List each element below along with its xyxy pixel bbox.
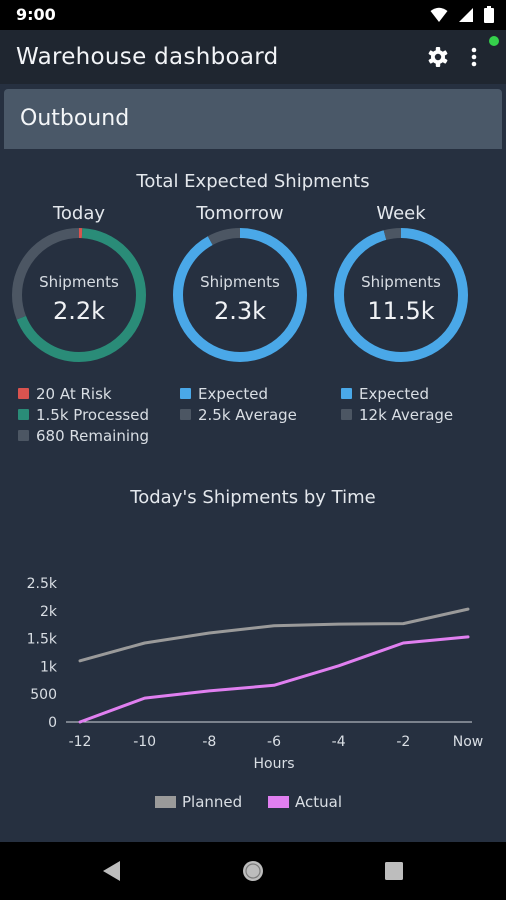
y-tick-label: 1k xyxy=(40,659,58,675)
donut-value: 2.3k xyxy=(213,297,267,325)
legend-swatch xyxy=(180,409,191,420)
donut-period-label: Tomorrow xyxy=(196,203,284,224)
wifi-icon xyxy=(430,7,448,22)
shipments-by-time-title: Today's Shipments by Time xyxy=(130,487,376,508)
x-axis-label: Hours xyxy=(253,756,294,772)
donut-period-label: Week xyxy=(376,203,426,224)
app-bar: Warehouse dashboard xyxy=(0,30,506,84)
x-tick-label: -6 xyxy=(267,734,281,750)
donut-period-label: Today xyxy=(52,203,106,224)
legend-today: 20 At Risk 1.5k Processed 680 Remaining xyxy=(18,383,149,446)
x-tick-label: -10 xyxy=(133,734,156,750)
x-tick-label: -2 xyxy=(396,734,410,750)
legend-swatch xyxy=(341,388,352,399)
outbound-card-header[interactable]: Outbound xyxy=(4,89,502,149)
dashboard-content: Outbound Total Expected Shipments Today … xyxy=(0,84,506,842)
donut-ring-tomorrow xyxy=(173,228,307,362)
legend-swatch xyxy=(268,796,289,808)
legend-item: Expected xyxy=(180,383,297,404)
legend-text: 2.5k Average xyxy=(198,405,297,424)
donut-segment xyxy=(12,228,146,362)
legend-week: Expected 12k Average xyxy=(341,383,453,425)
series-line-actual xyxy=(78,635,470,724)
legend-item: 2.5k Average xyxy=(180,404,297,425)
status-icons xyxy=(430,6,494,23)
notification-dot xyxy=(489,36,499,46)
legend-text: 680 Remaining xyxy=(36,426,150,445)
outbound-title: Outbound xyxy=(20,106,130,131)
donut-segment xyxy=(334,228,468,362)
legend-text: 12k Average xyxy=(359,405,454,424)
donut-segment xyxy=(173,228,307,362)
donut-value: 2.2k xyxy=(52,297,106,325)
x-tick-label: -12 xyxy=(69,734,92,750)
y-tick-label: 1.5k xyxy=(27,632,58,648)
legend-text: Expected xyxy=(359,384,429,403)
legend-text: 20 At Risk xyxy=(36,384,112,403)
status-time: 9:00 xyxy=(16,5,56,24)
y-tick-label: 0 xyxy=(48,715,57,731)
legend-item: 680 Remaining xyxy=(18,425,149,446)
donut-value: 11.5k xyxy=(367,297,435,325)
donut-segment xyxy=(173,228,307,362)
legend-tomorrow: Expected 2.5k Average xyxy=(180,383,297,425)
donut-segment xyxy=(12,228,146,362)
settings-gear-icon[interactable] xyxy=(424,43,452,71)
shipments-line-chart: 0 500 1k 1.5k 2k 2.5k -12 -10 -8 -6 -4 -2 Now Hours Pl… xyxy=(27,576,484,811)
y-tick-label: 500 xyxy=(30,687,57,703)
legend-text: Expected xyxy=(198,384,268,403)
legend-text: 1.5k Processed xyxy=(36,405,149,424)
legend-label: Planned xyxy=(182,793,242,811)
legend-swatch xyxy=(18,430,29,441)
donut-inner-label: Shipments xyxy=(361,273,441,291)
navigation-bar xyxy=(0,842,506,900)
more-options-icon[interactable] xyxy=(462,43,486,71)
donut-inner-label: Shipments xyxy=(39,273,119,291)
home-icon[interactable] xyxy=(241,859,265,883)
legend-item: 1.5k Processed xyxy=(18,404,149,425)
legend-label: Actual xyxy=(295,793,342,811)
status-bar: 9:00 xyxy=(0,0,506,30)
donut-ring-today xyxy=(12,228,146,362)
legend-item: 20 At Risk xyxy=(18,383,149,404)
legend-swatch xyxy=(18,388,29,399)
legend-swatch xyxy=(155,796,176,808)
x-tick-label: Now xyxy=(453,734,484,750)
legend-swatch xyxy=(341,409,352,420)
back-icon[interactable] xyxy=(100,859,124,883)
y-tick-label: 2k xyxy=(40,604,58,620)
legend-item: 12k Average xyxy=(341,404,453,425)
app-title: Warehouse dashboard xyxy=(16,44,279,70)
series-line-planned xyxy=(78,607,470,663)
legend-swatch xyxy=(180,388,191,399)
signal-icon xyxy=(459,7,473,22)
y-tick-label: 2.5k xyxy=(27,576,58,592)
x-tick-label: -8 xyxy=(202,734,216,750)
legend-swatch xyxy=(18,409,29,420)
battery-icon xyxy=(484,6,494,23)
x-tick-label: -4 xyxy=(332,734,346,750)
total-expected-title: Total Expected Shipments xyxy=(136,171,370,192)
recents-icon[interactable] xyxy=(382,859,406,883)
donut-segment xyxy=(334,228,468,362)
donut-ring-week xyxy=(334,228,468,362)
legend-item: Expected xyxy=(341,383,453,404)
donut-inner-label: Shipments xyxy=(200,273,280,291)
